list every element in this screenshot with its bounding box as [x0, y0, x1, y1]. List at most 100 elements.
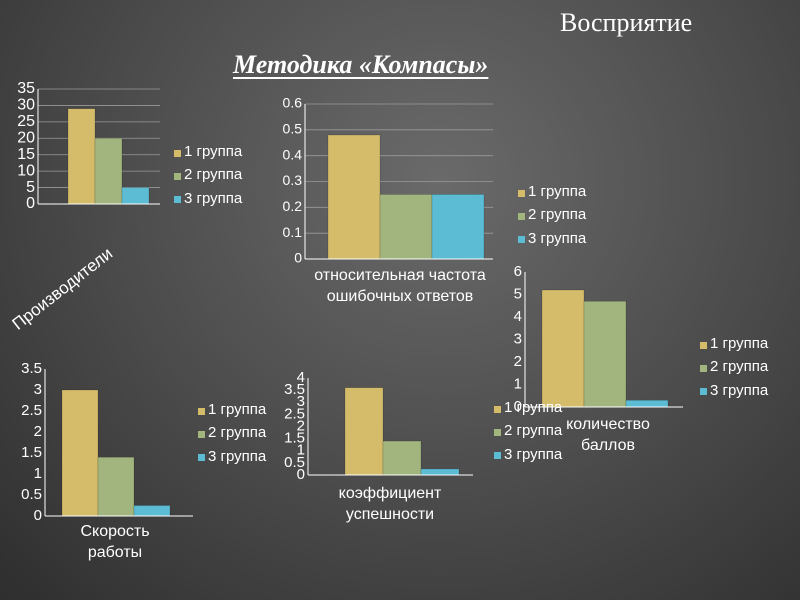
y-tick-label: 1: [514, 375, 522, 392]
legend-item-group-1: 1 группа: [174, 140, 249, 163]
y-tick-label: 0.5: [283, 121, 303, 137]
legend-label: 3 группа: [504, 445, 563, 463]
legend-label: 3 группа: [184, 189, 243, 207]
y-tick-label: 1: [297, 442, 305, 459]
bar-group-3: [625, 399, 669, 408]
legend-label: 2 группа: [504, 422, 563, 440]
legend-swatch-group-3: [700, 388, 707, 396]
y-tick-label: 35: [17, 80, 35, 97]
legend-item-group-2: 2 группа: [494, 419, 569, 442]
legend-swatch-group-1: [494, 405, 501, 413]
legend-label: 1 группа: [710, 335, 769, 352]
category-label-success-coefficient: коэффициент успешности: [338, 485, 442, 523]
y-tick-label: 3.5: [21, 360, 42, 377]
legend-label: 1 группа: [528, 183, 587, 200]
y-tick-label: 3: [34, 381, 42, 398]
y-tick-label: 6: [514, 263, 522, 280]
y-tick-label: 0: [294, 250, 302, 266]
y-tick-label: 1.5: [284, 430, 305, 447]
legend-item-group-3: 3 группа: [174, 187, 249, 210]
legend-label: 2 группа: [208, 424, 267, 442]
legend-swatch-group-2: [700, 365, 707, 372]
legend-swatch-group-2: [174, 173, 181, 180]
y-tick-label: 30: [17, 97, 35, 114]
legend-label: 1 группа: [184, 143, 243, 160]
chart-success-coefficient: 00.511.522.533.54: [284, 369, 473, 483]
legend-swatch-group-3: [174, 196, 181, 204]
legend-swatch-group-3: [518, 236, 525, 244]
slide-subtitle: Методика «Компасы»: [233, 50, 489, 79]
legend-chart-work-speed: 1 группа 2 группа 3 группа: [198, 398, 273, 468]
legend-item-group-3: 3 группа: [198, 445, 273, 468]
bar-group-2: [583, 300, 627, 408]
y-tick-label: 0: [26, 195, 35, 212]
y-tick-label: 0: [34, 507, 42, 524]
legend-item-group-2: 2 группа: [198, 421, 273, 444]
legend-label: 1 группа: [504, 399, 563, 416]
y-tick-label: 1.5: [21, 444, 42, 461]
y-tick-label: 3: [514, 330, 522, 347]
legend-label: 3 группа: [710, 381, 769, 399]
category-label-score-count: количество баллов: [566, 416, 650, 454]
category-label-producers: Производители: [8, 243, 117, 334]
legend-swatch-group-1: [174, 149, 181, 157]
y-tick-label: 0.4: [283, 146, 303, 162]
y-tick-label: 4: [514, 308, 522, 325]
y-tick-label: 4: [297, 369, 305, 386]
bar-group-1: [327, 134, 381, 260]
legend-swatch-group-2: [518, 213, 525, 220]
chart-error-frequency: 0 0.1 0.2 0.3 0.4 0.5 0.6: [283, 95, 493, 266]
legend-swatch-group-1: [518, 189, 525, 197]
slide-title: Восприятие: [560, 8, 693, 37]
y-tick-label: 25: [17, 113, 35, 130]
y-tick-label: 0.3: [283, 172, 303, 188]
y-tick-label: 1: [34, 465, 42, 482]
legend-swatch-group-1: [700, 341, 707, 349]
legend-chart-error-frequency: 1 группа 2 группа 3 группа: [518, 180, 586, 250]
chart-score-count: 0 1 2 3 4 5 6: [514, 263, 683, 415]
y-tick-label: 3: [297, 393, 305, 410]
bar-group-3: [121, 187, 150, 205]
y-tick-label: 0.6: [283, 95, 303, 111]
y-tick-label: 0: [514, 398, 522, 415]
y-tick-label: 10: [17, 162, 35, 179]
bar-group-2: [97, 456, 135, 517]
category-label-work-speed: Скорость работы: [80, 523, 150, 561]
bar-group-2: [379, 194, 433, 260]
bar-group-3: [133, 505, 171, 517]
y-tick-label: 2.5: [21, 402, 42, 419]
y-tick-label: 0: [297, 466, 305, 483]
legend-swatch-group-3: [198, 454, 205, 462]
y-tick-label: 3.5: [284, 381, 305, 398]
y-tick-label: 2.5: [284, 405, 305, 422]
y-tick-label: 0.5: [21, 486, 42, 503]
bar-group-2: [382, 440, 422, 476]
legend-item-group-3: 3 группа: [518, 227, 586, 250]
legend-chart-success-coefficient: 1 группа 2 группа 3 группа: [494, 396, 569, 466]
y-tick-label: 2: [514, 353, 522, 370]
legend-swatch-group-2: [198, 431, 205, 438]
legend-item-group-3: 3 группа: [700, 379, 768, 402]
legend-item-group-1: 1 группа: [518, 180, 586, 203]
y-tick-label: 0.2: [283, 198, 303, 214]
legend-item-group-1: 1 группа: [494, 396, 569, 419]
bar-group-1: [61, 389, 99, 517]
y-tick-label: 0.5: [284, 454, 305, 471]
legend-item-group-2: 2 группа: [700, 355, 768, 378]
y-tick-label: 5: [514, 285, 522, 302]
y-tick-label: 2: [297, 417, 305, 434]
bar-group-3: [431, 194, 485, 260]
legend-item-group-2: 2 группа: [174, 163, 249, 186]
bar-group-1: [344, 387, 384, 476]
legend-label: 2 группа: [710, 358, 769, 376]
y-tick-label: 5: [26, 179, 35, 196]
legend-label: 1 группа: [208, 401, 267, 418]
y-tick-label: 0.1: [283, 224, 303, 240]
legend-item-group-1: 1 группа: [700, 332, 768, 355]
chart-work-speed: 0 0.5 1 1.5 2 2.5 3 3.5: [21, 360, 193, 524]
legend-chart-score-count: 1 группа 2 группа 3 группа: [700, 332, 768, 402]
bar-group-2: [94, 137, 123, 205]
y-tick-label: 2: [34, 423, 42, 440]
legend-label: 2 группа: [528, 206, 587, 224]
